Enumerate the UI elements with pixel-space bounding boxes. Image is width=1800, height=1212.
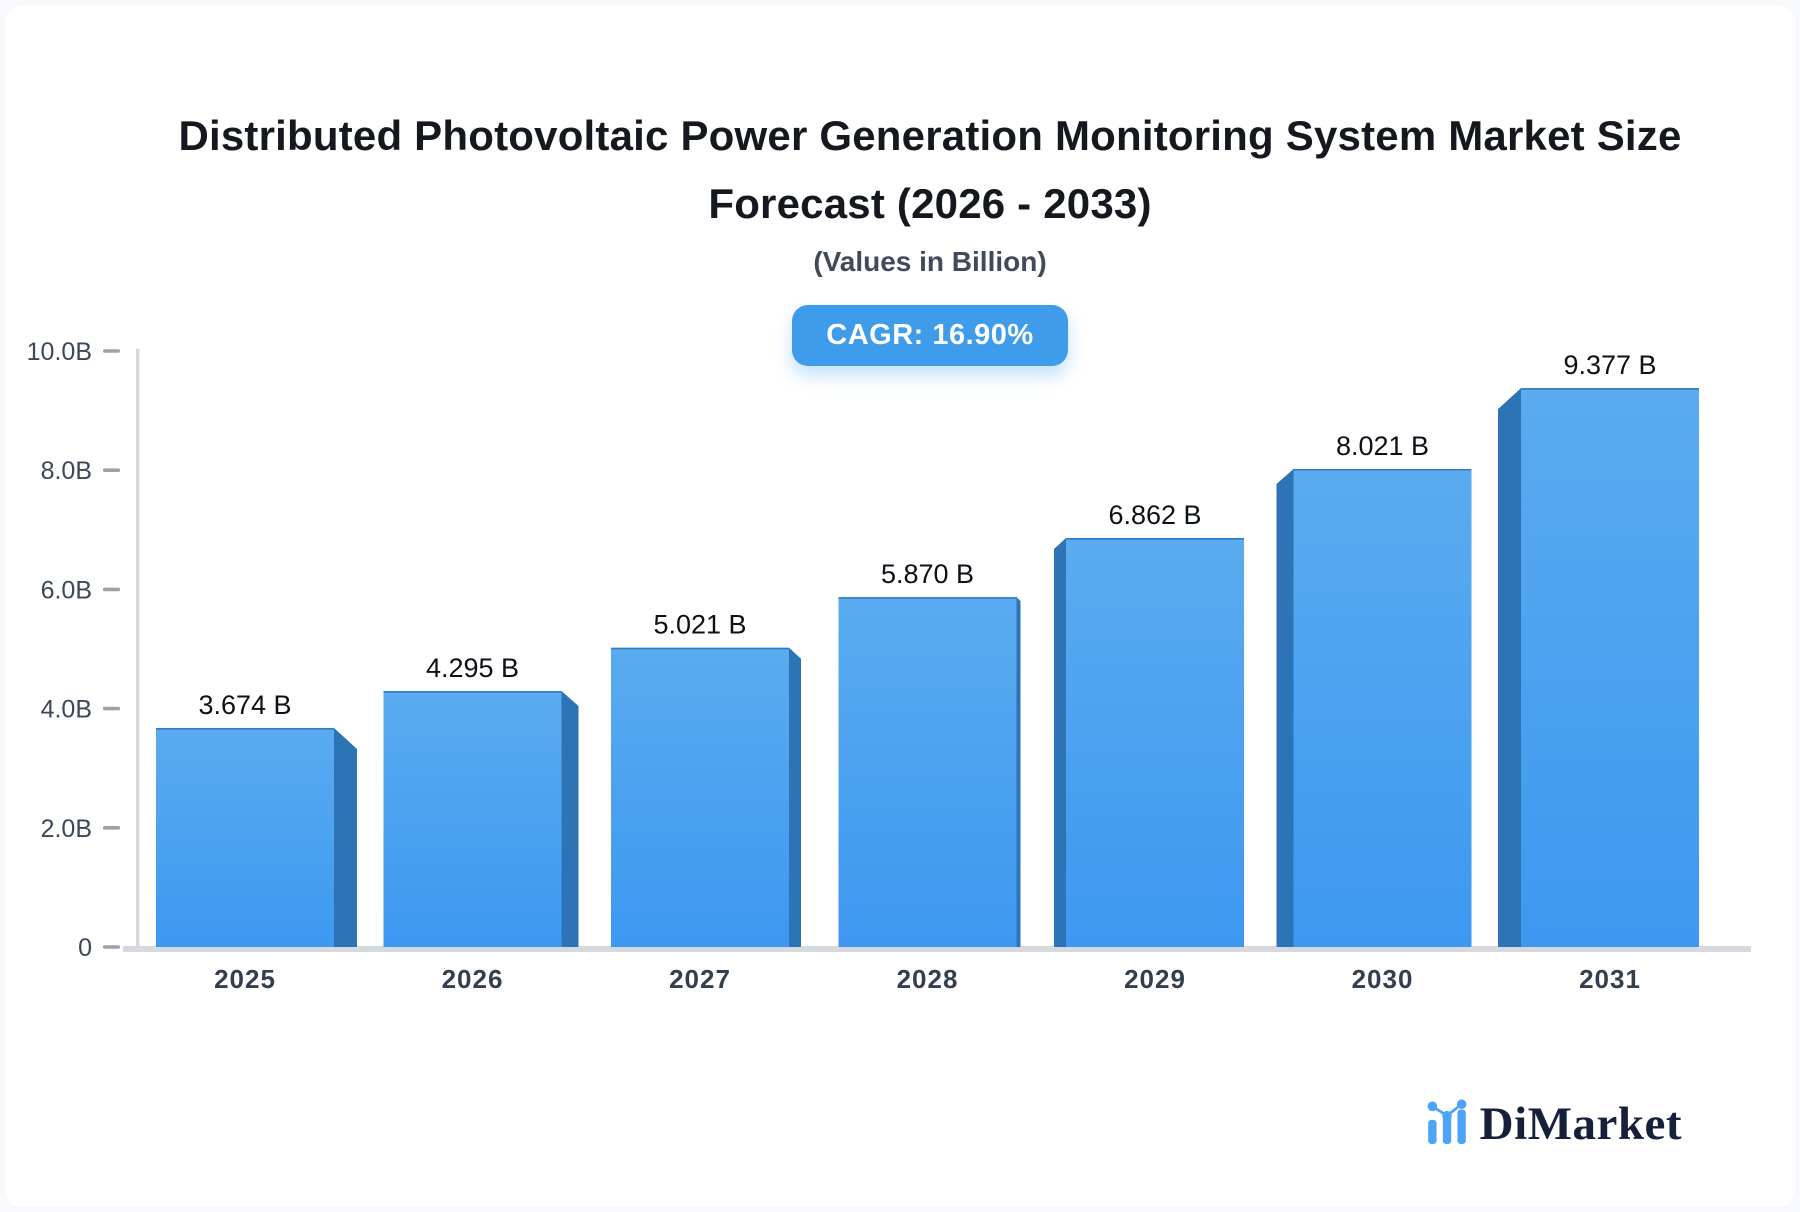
chart-subtitle: (Values in Billion)	[813, 246, 1047, 277]
y-tick-label: 8.0B	[41, 457, 92, 485]
chart-title: Distributed Photovoltaic Power Generatio…	[46, 102, 1800, 238]
bar-front-face	[1293, 468, 1472, 947]
x-axis-label: 2025	[214, 964, 276, 994]
y-axis-line	[136, 349, 140, 952]
chart-title-line1: Distributed Photovoltaic Power Generatio…	[178, 112, 1682, 159]
y-tick	[103, 706, 120, 711]
bar-value-label: 6.862 B	[1108, 500, 1201, 530]
y-tick	[103, 826, 120, 830]
chart-title-line2: Forecast (2026 - 2033)	[708, 180, 1152, 227]
bar-front-face	[611, 647, 789, 947]
x-axis-label: 2026	[442, 964, 504, 994]
bar-chart-logo-icon	[1427, 1099, 1467, 1144]
bar-2025: 3.674 B 2025	[156, 690, 357, 994]
bar-value-label: 4.295 B	[426, 653, 519, 683]
bar-value-label: 3.674 B	[198, 690, 291, 720]
logo-dot-1	[1427, 1101, 1437, 1112]
bar-front-face	[383, 691, 562, 947]
bar-value-label: 5.870 B	[881, 559, 974, 589]
y-tick-label: 10.0B	[27, 338, 92, 366]
bar-chart-plot: 0 2.0B 4.0B 6.0B 8.0B 10.0B 3.674 B 2025 4.295 B…	[27, 338, 1751, 994]
bar-side-face	[334, 728, 357, 947]
y-tick-label: 4.0B	[41, 696, 92, 724]
bar-2029: 6.862 B 2029	[1054, 500, 1244, 994]
y-tick	[103, 349, 120, 353]
bar-front-face	[1521, 388, 1699, 947]
bar-side-face	[1016, 597, 1021, 947]
y-tick	[103, 587, 120, 592]
x-axis-label: 2028	[897, 964, 959, 994]
logo-bar-2	[1442, 1114, 1451, 1144]
y-tick	[103, 468, 120, 472]
bar-side-face	[1054, 538, 1066, 947]
bar-2027: 5.021 B 2027	[611, 610, 801, 994]
y-tick-label: 0	[78, 934, 92, 962]
x-axis-label: 2029	[1124, 964, 1186, 994]
x-axis-label: 2027	[669, 964, 731, 994]
bar-side-face	[561, 691, 579, 947]
brand-name: DiMarket	[1479, 1098, 1682, 1150]
chart-card: 0 2.0B 4.0B 6.0B 8.0B 10.0B 3.674 B 2025 4.295 B…	[6, 6, 1794, 1206]
logo-bar-1	[1427, 1119, 1437, 1144]
x-axis-label: 2031	[1579, 964, 1641, 994]
x-axis-line	[123, 946, 1751, 952]
bar-2030: 8.021 B 2030	[1276, 431, 1472, 994]
brand-logo: DiMarket	[1426, 1099, 1682, 1148]
bar-front-face	[1066, 538, 1244, 947]
bar-front-face	[156, 728, 334, 947]
y-tick-label: 2.0B	[41, 815, 92, 843]
bar-side-face	[789, 647, 801, 947]
bar-side-face	[1276, 468, 1294, 947]
bar-value-label: 5.021 B	[653, 610, 746, 640]
x-axis-label: 2030	[1352, 964, 1414, 994]
chart-header: Distributed Photovoltaic Power Generatio…	[46, 102, 1800, 366]
bar-2026: 4.295 B 2026	[383, 653, 579, 994]
bar-2028: 5.870 B 2028	[838, 559, 1021, 994]
bar-2031: 9.377 B 2031	[1498, 350, 1699, 994]
bar-front-face	[838, 597, 1017, 947]
cagr-badge: CAGR: 16.90%	[792, 305, 1068, 366]
logo-dot-3	[1456, 1099, 1467, 1110]
y-tick	[103, 945, 120, 949]
logo-dot-2	[1441, 1110, 1452, 1121]
bar-value-label: 9.377 B	[1563, 350, 1656, 380]
bar-value-label: 8.021 B	[1336, 431, 1429, 461]
y-tick-label: 6.0B	[41, 576, 92, 604]
logo-bar-3	[1457, 1109, 1466, 1144]
bar-side-face	[1498, 388, 1521, 947]
